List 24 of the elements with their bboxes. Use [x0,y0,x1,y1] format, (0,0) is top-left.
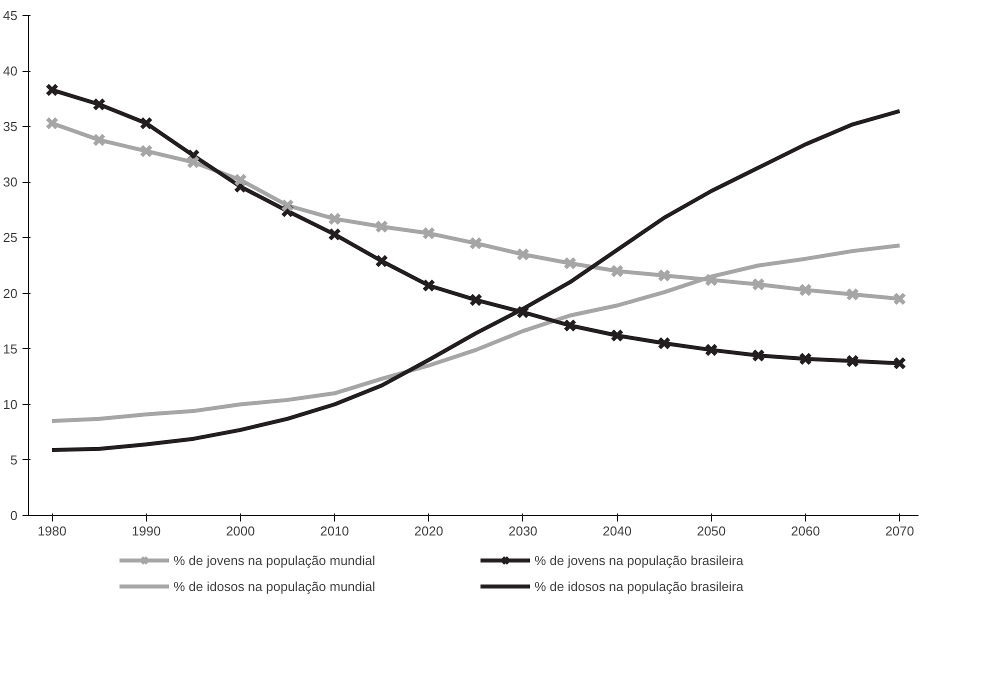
legend-label: % de jovens na população mundial [174,552,376,568]
x-tick-label: 2060 [791,524,820,538]
x-tick-label: 2040 [602,524,632,538]
y-tick-label: 25 [3,230,18,246]
y-tick-label: 20 [3,286,18,301]
legend-label: % de idosos na população brasileira [534,578,744,594]
y-tick-label: 35 [3,119,18,134]
legend-label: % de jovens na população brasileira [534,552,744,568]
y-tick-label: 15 [3,341,18,356]
y-tick-label: 10 [3,396,18,412]
y-tick-label: 45 [3,8,18,23]
x-tick-label: 1980 [38,524,67,538]
x-tick-label: 2020 [414,524,444,538]
y-tick-label: 5 [10,452,18,468]
x-tick-label: 2000 [226,524,255,538]
y-tick-label: 40 [3,64,18,79]
x-tick-label: 2010 [320,524,350,538]
y-tick-label: 30 [3,174,18,190]
x-tick-label: 1990 [132,524,161,538]
legend-label: % de idosos na população mundial [174,578,376,594]
y-tick-label: 0 [10,508,18,523]
x-tick-label: 2030 [508,524,538,538]
x-tick-label: 2050 [696,524,726,538]
x-tick-label: 2070 [885,524,914,538]
